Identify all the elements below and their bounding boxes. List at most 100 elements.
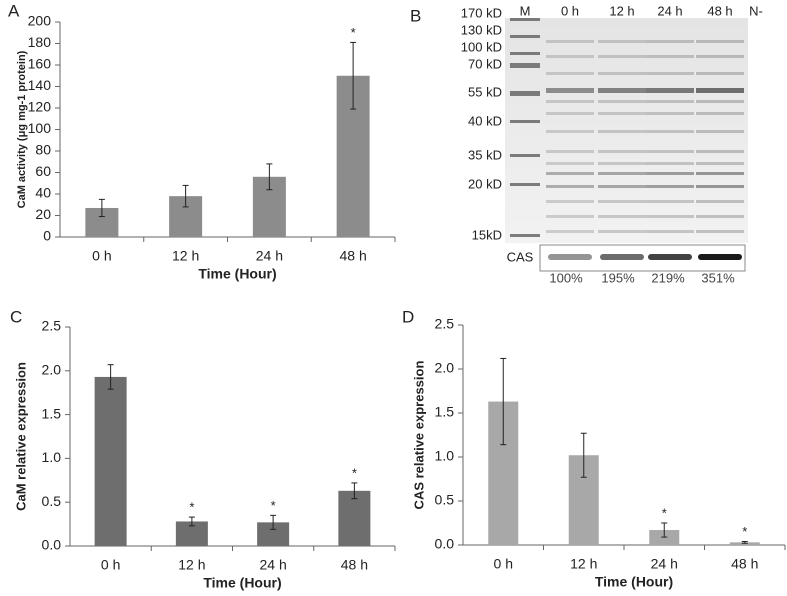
y-tick-label: 100	[28, 120, 52, 136]
cas-band	[648, 254, 692, 260]
y-tick-label: 2.0	[435, 360, 455, 376]
significance-mark: *	[271, 498, 276, 513]
y-tick-label: 0	[43, 228, 51, 244]
y-tick-label: 0.5	[435, 492, 455, 508]
protein-band	[696, 112, 744, 115]
marker-label: 15kD	[472, 227, 502, 242]
protein-band	[696, 40, 744, 43]
y-tick-label: 2.0	[42, 362, 62, 378]
y-tick-label: 120	[28, 99, 52, 115]
protein-band	[646, 185, 694, 188]
y-tick-label: 80	[35, 142, 51, 158]
protein-band	[646, 100, 694, 103]
protein-band	[696, 130, 744, 133]
x-tick-label: 12 h	[570, 556, 597, 572]
y-tick-label: 60	[35, 163, 51, 179]
lane-label: 12 h	[609, 3, 634, 18]
protein-band	[546, 88, 594, 93]
protein-band	[598, 112, 646, 115]
marker-band	[510, 91, 540, 96]
y-tick-label: 180	[28, 34, 52, 50]
protein-band	[598, 185, 646, 188]
y-tick-label: 1.5	[435, 404, 455, 420]
panel-label: D	[402, 307, 414, 326]
protein-band	[546, 150, 594, 153]
cas-band	[698, 254, 742, 260]
protein-band	[546, 172, 594, 175]
protein-band	[696, 230, 744, 233]
protein-band	[646, 200, 694, 203]
x-tick-label: 24 h	[651, 556, 678, 572]
protein-band	[598, 162, 646, 165]
x-tick-label: 0 h	[101, 557, 120, 573]
protein-band	[646, 88, 694, 93]
significance-mark: *	[742, 524, 747, 539]
protein-band	[546, 130, 594, 133]
marker-band	[510, 52, 540, 55]
y-tick-label: 2.5	[435, 316, 455, 332]
marker-label: 20 kD	[468, 176, 502, 191]
protein-band	[696, 88, 744, 93]
x-tick-label: 0 h	[92, 248, 111, 264]
cas-band	[600, 254, 644, 260]
bar	[257, 522, 290, 546]
significance-mark: *	[352, 465, 357, 480]
y-tick-label: 1.0	[42, 449, 62, 465]
protein-band	[546, 72, 594, 75]
protein-band	[546, 230, 594, 233]
x-tick-label: 12 h	[178, 557, 205, 573]
lane-label: 24 h	[657, 3, 682, 18]
protein-band	[696, 185, 744, 188]
band-quantity: 100%	[549, 270, 583, 285]
protein-band	[598, 150, 646, 153]
y-tick-label: 40	[35, 185, 51, 201]
marker-band	[510, 234, 540, 237]
band-quantity: 351%	[701, 270, 735, 285]
protein-band	[646, 150, 694, 153]
y-axis-label: CAS relative expression	[411, 361, 426, 510]
band-quantity: 219%	[651, 270, 685, 285]
cas-band	[548, 254, 592, 260]
marker-band	[510, 35, 540, 38]
protein-band	[646, 162, 694, 165]
protein-band	[546, 215, 594, 218]
marker-band	[510, 120, 540, 123]
y-tick-label: 1.5	[42, 405, 62, 421]
x-tick-label: 12 h	[172, 248, 199, 264]
marker-label: 170 kD	[461, 5, 502, 20]
protein-band	[598, 130, 646, 133]
significance-mark: *	[189, 500, 194, 515]
protein-band	[598, 40, 646, 43]
lane-label: 0 h	[561, 3, 579, 18]
panel-label: A	[8, 1, 20, 20]
y-tick-label: 0.0	[42, 537, 62, 553]
protein-band	[696, 172, 744, 175]
protein-band	[696, 100, 744, 103]
y-tick-label: 1.0	[435, 448, 455, 464]
panel-label: B	[410, 6, 421, 25]
protein-band	[598, 88, 646, 93]
y-tick-label: 20	[35, 206, 51, 222]
protein-band	[598, 72, 646, 75]
y-tick-label: 140	[28, 77, 52, 93]
y-tick-label: 160	[28, 56, 52, 72]
protein-band	[646, 230, 694, 233]
protein-band	[546, 100, 594, 103]
protein-band	[646, 40, 694, 43]
gel-image	[505, 18, 748, 243]
protein-band	[598, 100, 646, 103]
y-tick-label: 200	[28, 13, 52, 29]
x-tick-label: 48 h	[731, 556, 758, 572]
bar	[94, 376, 127, 546]
x-tick-label: 48 h	[341, 557, 368, 573]
band-quantity: 195%	[601, 270, 635, 285]
protein-band	[546, 162, 594, 165]
x-axis-label: Time (Hour)	[198, 266, 276, 282]
protein-band	[598, 215, 646, 218]
protein-band	[696, 215, 744, 218]
x-axis-label: Time (Hour)	[595, 574, 673, 590]
marker-label: 130 kD	[461, 22, 502, 37]
protein-band	[646, 215, 694, 218]
y-tick-label: 0.5	[42, 493, 62, 509]
protein-band	[598, 230, 646, 233]
